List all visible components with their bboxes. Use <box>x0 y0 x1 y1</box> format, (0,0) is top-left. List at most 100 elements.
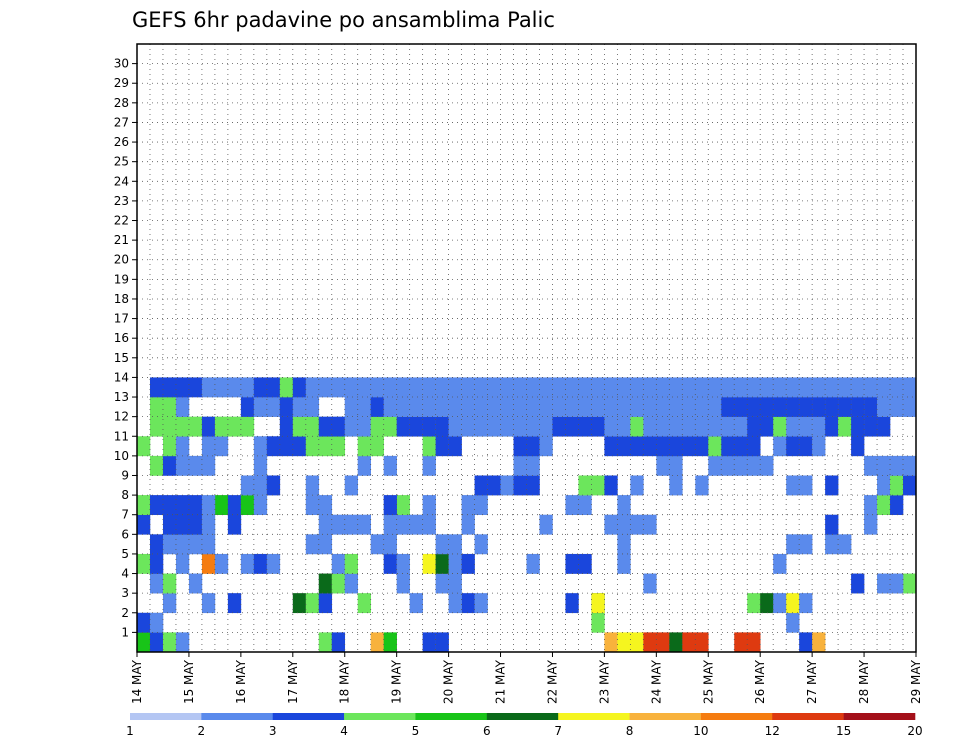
heatmap-cell <box>448 416 462 437</box>
heatmap-cell <box>591 475 605 496</box>
x-tick-label: 28 MAY <box>857 659 871 704</box>
heatmap-cell <box>409 593 423 614</box>
heatmap-cell <box>461 593 475 614</box>
heatmap-cell <box>526 377 540 398</box>
heatmap-cell <box>591 397 605 417</box>
heatmap-cell <box>617 514 631 535</box>
heatmap-cell <box>383 397 397 417</box>
heatmap-cell <box>565 416 579 437</box>
heatmap-cell <box>435 377 449 398</box>
heatmap-cell <box>149 455 164 476</box>
heatmap-cell <box>253 475 268 496</box>
heatmap-cell <box>552 377 566 398</box>
heatmap-cell <box>864 416 878 437</box>
heatmap-cell <box>630 436 644 457</box>
heatmap-cell <box>721 397 735 417</box>
heatmap-cell <box>435 534 449 555</box>
heatmap-cell <box>461 553 475 574</box>
heatmap-cell <box>266 475 281 496</box>
heatmap-cell <box>578 553 592 574</box>
heatmap-cell <box>344 514 359 535</box>
y-tick-label: 21 <box>114 233 129 247</box>
heatmap-cell <box>383 495 397 516</box>
heatmap-cell <box>162 495 177 516</box>
heatmap-cell <box>266 377 281 398</box>
heatmap-cell <box>188 534 203 555</box>
heatmap-cell <box>435 436 449 457</box>
heatmap-cell <box>643 416 657 437</box>
heatmap-cell <box>734 632 748 653</box>
heatmap-cell <box>253 495 268 516</box>
heatmap-cell <box>227 514 242 535</box>
heatmap-cell <box>227 377 242 398</box>
heatmap-cell <box>383 377 397 398</box>
heatmap-cell <box>656 632 670 653</box>
heatmap-cell <box>201 553 216 574</box>
heatmap-cell <box>331 514 346 535</box>
heatmap-cell <box>851 416 865 437</box>
heatmap-cell <box>344 475 359 496</box>
heatmap-cell <box>513 475 527 496</box>
heatmap-cell <box>890 455 904 476</box>
heatmap-cell <box>448 377 462 398</box>
heatmap-cell <box>747 416 761 437</box>
heatmap-cell <box>656 397 670 417</box>
heatmap-cell <box>578 377 592 398</box>
legend-swatch <box>130 713 202 720</box>
heatmap-cell <box>448 397 462 417</box>
heatmap-cell <box>539 397 553 417</box>
heatmap-cell <box>487 397 501 417</box>
heatmap-cell <box>188 514 203 535</box>
heatmap-cell <box>604 475 618 496</box>
heatmap-cell <box>357 397 371 417</box>
heatmap-cell <box>617 397 631 417</box>
heatmap-cell <box>682 632 696 653</box>
y-tick-label: 3 <box>121 586 129 600</box>
heatmap-cell <box>721 377 735 398</box>
heatmap-cell <box>669 416 683 437</box>
heatmap-cell <box>253 455 268 476</box>
heatmap-cell <box>604 377 618 398</box>
heatmap-cell <box>734 436 748 457</box>
heatmap-cell <box>604 416 618 437</box>
heatmap-cell <box>162 632 177 653</box>
heatmap-cell <box>422 455 436 476</box>
heatmap-cell <box>214 377 229 398</box>
heatmap-cell <box>214 495 229 516</box>
heatmap-cell <box>526 436 540 457</box>
heatmap-cell <box>370 436 384 457</box>
heatmap-cell <box>149 377 164 398</box>
y-tick-label: 6 <box>121 527 129 541</box>
heatmap-cell <box>526 553 540 574</box>
heatmap-cell <box>214 416 229 437</box>
heatmap-cell <box>591 612 605 633</box>
heatmap-cell <box>786 534 800 555</box>
y-tick-label: 30 <box>114 57 129 71</box>
heatmap-cell <box>773 397 787 417</box>
heatmap-cell <box>357 455 371 476</box>
legend-swatch <box>843 713 916 720</box>
heatmap-cell <box>396 573 410 594</box>
heatmap-cell <box>175 416 190 437</box>
y-tick-label: 29 <box>114 76 129 90</box>
heatmap-cell <box>201 514 216 535</box>
heatmap-cell <box>279 436 294 457</box>
legend-swatch <box>415 713 488 720</box>
heatmap-cell <box>747 593 761 614</box>
heatmap-cell <box>383 553 397 574</box>
heatmap-cell <box>149 416 164 437</box>
heatmap-cell <box>266 436 281 457</box>
heatmap-cell <box>526 416 540 437</box>
y-tick-label: 24 <box>114 174 129 188</box>
x-tick-label: 18 MAY <box>338 659 352 704</box>
heatmap-cell <box>565 495 579 516</box>
heatmap-cell <box>617 495 631 516</box>
heatmap-cell <box>708 397 722 417</box>
heatmap-cell <box>318 436 333 457</box>
heatmap-cell <box>513 436 527 457</box>
heatmap-cell <box>461 514 475 535</box>
heatmap-cell <box>149 397 164 417</box>
heatmap-cell <box>760 455 774 476</box>
heatmap-cell <box>578 495 592 516</box>
heatmap-cell <box>162 397 177 417</box>
